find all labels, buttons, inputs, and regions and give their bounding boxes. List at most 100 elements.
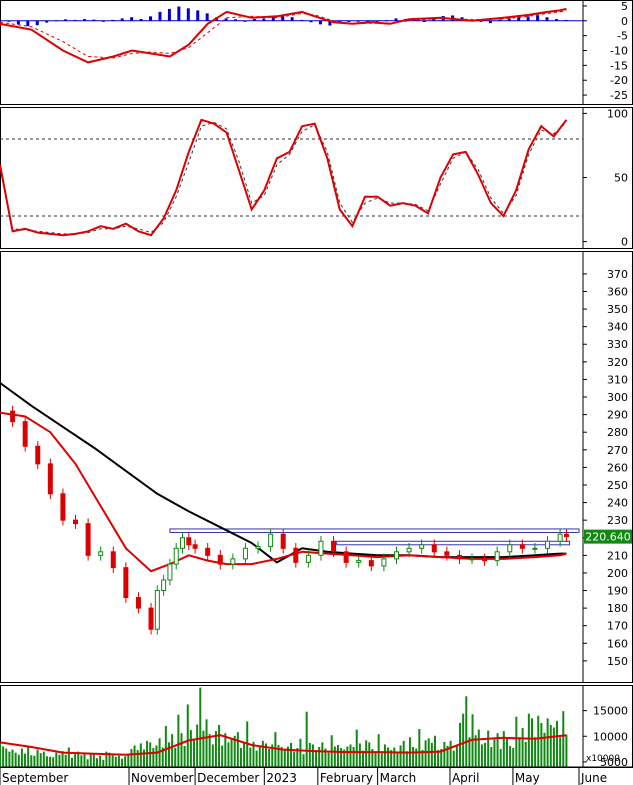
volume-bar bbox=[383, 744, 386, 767]
volume-bar bbox=[468, 737, 471, 767]
volume-bar bbox=[443, 741, 446, 767]
volume-bar bbox=[89, 754, 92, 767]
stoch-tick-label: 100 bbox=[607, 107, 628, 120]
macd-panel bbox=[0, 6, 583, 64]
volume-bar bbox=[214, 731, 217, 767]
last-price-label: 220.640 bbox=[585, 531, 631, 544]
volume-bar bbox=[387, 747, 390, 767]
volume-bar bbox=[211, 744, 214, 767]
macd-histogram-bar bbox=[375, 20, 379, 22]
price-tick-label: 180 bbox=[607, 602, 628, 615]
candle-body bbox=[98, 551, 104, 556]
volume-bar bbox=[302, 754, 305, 767]
macd-histogram-bar bbox=[243, 20, 247, 22]
volume-bar bbox=[39, 753, 42, 767]
volume-bar bbox=[11, 749, 14, 767]
volume-bar bbox=[477, 729, 480, 767]
macd-histogram-bar bbox=[526, 16, 530, 21]
price-tick-label: 280 bbox=[607, 426, 628, 439]
candle-body bbox=[356, 560, 362, 563]
macd-histogram-bar bbox=[356, 20, 360, 22]
volume-bar bbox=[124, 756, 127, 767]
volume-bar bbox=[208, 734, 211, 767]
volume-bar bbox=[61, 751, 64, 767]
volume-bar bbox=[108, 752, 111, 767]
macd-histogram-bar bbox=[26, 20, 30, 27]
price-tick-label: 190 bbox=[607, 585, 628, 598]
volume-bar bbox=[487, 730, 490, 767]
volume-bar bbox=[421, 750, 424, 767]
price-panel bbox=[0, 382, 580, 635]
macd-histogram-bar bbox=[139, 19, 143, 21]
volume-bar bbox=[355, 729, 358, 767]
volume-bar bbox=[496, 733, 499, 767]
vol-tick-label: 15000 bbox=[593, 705, 628, 718]
resistance-band bbox=[169, 528, 580, 533]
volume-bar bbox=[556, 720, 559, 767]
volume-bar bbox=[490, 747, 493, 767]
candle-body bbox=[255, 546, 261, 549]
volume-bar bbox=[83, 753, 86, 767]
price-tick-label: 250 bbox=[607, 479, 628, 492]
volume-bar bbox=[405, 751, 408, 767]
price-tick-label: 330 bbox=[607, 338, 628, 351]
volume-bar bbox=[236, 732, 239, 767]
candle-body bbox=[167, 563, 173, 581]
price-tick-label: 210 bbox=[607, 549, 628, 562]
macd-histogram-bar bbox=[73, 19, 77, 21]
stoch-d-line bbox=[0, 121, 567, 235]
macd-histogram-bar bbox=[16, 20, 20, 25]
price-tick-label: 270 bbox=[607, 444, 628, 457]
macd-tick-label: -5 bbox=[617, 30, 628, 43]
price-tick-label: 370 bbox=[607, 268, 628, 281]
volume-bar bbox=[377, 734, 380, 767]
candle-body bbox=[431, 544, 437, 553]
volume-bar bbox=[390, 750, 393, 767]
volume-bar bbox=[515, 716, 518, 767]
macd-histogram-bar bbox=[432, 18, 436, 21]
ma-short-line bbox=[0, 411, 567, 573]
volume-bar bbox=[249, 747, 252, 767]
volume-bar bbox=[424, 740, 427, 767]
volume-bar bbox=[252, 741, 255, 767]
volume-bar bbox=[2, 746, 5, 767]
candle-body bbox=[482, 558, 488, 562]
macd-histogram-bar bbox=[517, 17, 521, 21]
macd-tick-label: -15 bbox=[610, 59, 628, 72]
volume-bar bbox=[224, 733, 227, 767]
volume-bar bbox=[186, 704, 189, 767]
volume-bar bbox=[358, 743, 361, 767]
candle-body bbox=[73, 519, 79, 525]
volume-bar bbox=[493, 739, 496, 767]
candle-body bbox=[154, 590, 160, 630]
volume-bar bbox=[74, 754, 77, 767]
volume-bar bbox=[321, 742, 324, 767]
candle-body bbox=[186, 537, 192, 546]
volume-bar bbox=[283, 748, 286, 767]
macd-histogram-bar bbox=[422, 20, 426, 22]
volume-bar bbox=[114, 756, 117, 767]
volume-bar bbox=[221, 745, 224, 767]
candle-body bbox=[180, 537, 186, 549]
volume-bar bbox=[324, 748, 327, 767]
macd-tick-label: -20 bbox=[610, 74, 628, 87]
month-label: September bbox=[2, 771, 68, 785]
macd-histogram-bar bbox=[82, 19, 86, 21]
volume-bar bbox=[239, 748, 242, 767]
candle-body bbox=[123, 567, 129, 599]
macd-histogram-bar bbox=[120, 18, 124, 21]
last-price-tag bbox=[584, 529, 632, 544]
macd-histogram-bar bbox=[507, 18, 511, 21]
volume-bar bbox=[189, 730, 192, 767]
volume-bar bbox=[396, 752, 399, 767]
month-label: December bbox=[197, 771, 259, 785]
volume-bar bbox=[452, 750, 455, 767]
stoch-k-line bbox=[0, 118, 568, 237]
volume-bar bbox=[17, 754, 20, 767]
month-label: April bbox=[452, 771, 479, 785]
macd-tick-label: 0 bbox=[621, 15, 628, 28]
volume-bar bbox=[449, 740, 452, 767]
volume-bar bbox=[227, 742, 230, 767]
price-tick-label: 350 bbox=[607, 303, 628, 316]
macd-histogram-bar bbox=[64, 19, 68, 21]
